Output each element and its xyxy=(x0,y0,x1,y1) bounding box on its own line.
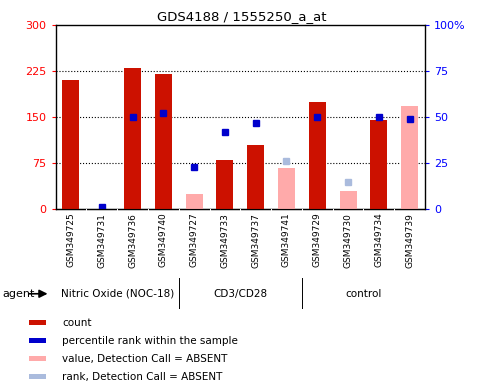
Bar xyxy=(28,338,46,343)
Text: CD3/CD28: CD3/CD28 xyxy=(213,289,268,299)
Text: GDS4188 / 1555250_a_at: GDS4188 / 1555250_a_at xyxy=(157,10,326,23)
Bar xyxy=(28,374,46,379)
Text: GSM349725: GSM349725 xyxy=(67,213,75,268)
Text: Nitric Oxide (NOC-18): Nitric Oxide (NOC-18) xyxy=(60,289,174,299)
Text: GSM349741: GSM349741 xyxy=(282,213,291,268)
Text: control: control xyxy=(345,289,382,299)
Text: GSM349727: GSM349727 xyxy=(190,213,199,268)
Bar xyxy=(124,68,141,209)
Bar xyxy=(309,102,326,209)
Text: GSM349733: GSM349733 xyxy=(220,213,229,268)
Bar xyxy=(247,145,264,209)
Text: rank, Detection Call = ABSENT: rank, Detection Call = ABSENT xyxy=(62,371,222,382)
Text: agent: agent xyxy=(2,289,35,299)
Bar xyxy=(278,167,295,209)
Bar xyxy=(28,356,46,361)
Text: GSM349731: GSM349731 xyxy=(97,213,106,268)
Bar xyxy=(370,120,387,209)
Text: GSM349740: GSM349740 xyxy=(159,213,168,268)
Text: value, Detection Call = ABSENT: value, Detection Call = ABSENT xyxy=(62,354,227,364)
Text: GSM349737: GSM349737 xyxy=(251,213,260,268)
Text: GSM349734: GSM349734 xyxy=(374,213,384,268)
Bar xyxy=(340,191,356,209)
Bar xyxy=(62,80,79,209)
Bar xyxy=(401,106,418,209)
Bar xyxy=(155,74,172,209)
Text: GSM349739: GSM349739 xyxy=(405,213,414,268)
Bar xyxy=(28,320,46,325)
Text: percentile rank within the sample: percentile rank within the sample xyxy=(62,336,238,346)
Text: GSM349736: GSM349736 xyxy=(128,213,137,268)
Text: GSM349730: GSM349730 xyxy=(343,213,353,268)
Bar xyxy=(216,160,233,209)
Bar xyxy=(185,194,202,209)
Text: GSM349729: GSM349729 xyxy=(313,213,322,268)
Text: count: count xyxy=(62,318,91,328)
